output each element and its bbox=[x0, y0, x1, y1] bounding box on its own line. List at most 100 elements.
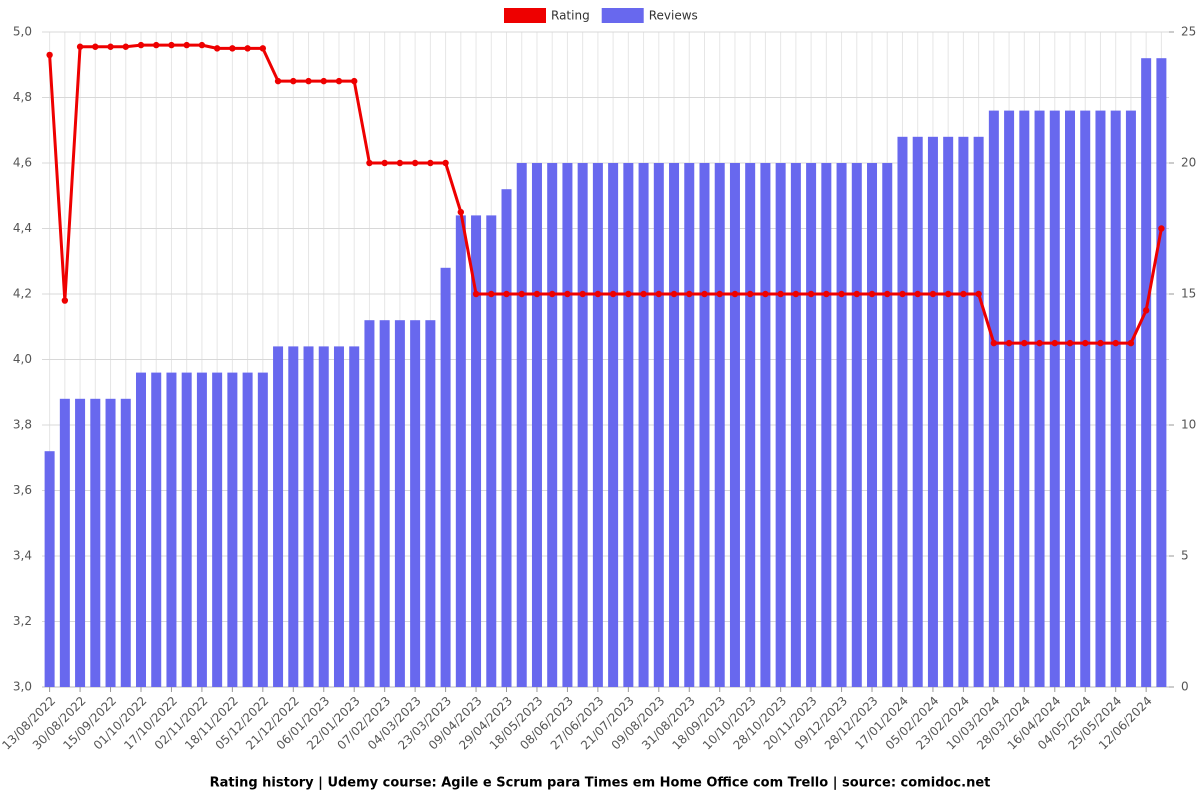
bar bbox=[592, 163, 603, 687]
point bbox=[1082, 339, 1089, 347]
point bbox=[960, 290, 967, 298]
point bbox=[640, 290, 647, 298]
bar bbox=[1034, 110, 1045, 688]
bar bbox=[349, 346, 360, 687]
bar bbox=[455, 215, 466, 687]
bar bbox=[851, 163, 862, 687]
bar bbox=[790, 163, 801, 687]
bar bbox=[394, 320, 405, 687]
point bbox=[244, 45, 251, 52]
point bbox=[274, 77, 282, 85]
bar bbox=[516, 163, 527, 687]
point bbox=[503, 290, 510, 298]
bar bbox=[729, 163, 740, 687]
bar bbox=[577, 163, 588, 687]
bar bbox=[1004, 110, 1015, 688]
bar bbox=[623, 163, 634, 687]
point bbox=[746, 290, 754, 298]
point bbox=[868, 290, 876, 298]
point bbox=[792, 290, 800, 298]
point bbox=[853, 290, 860, 298]
bar bbox=[273, 346, 284, 687]
bar bbox=[44, 451, 55, 687]
point bbox=[107, 43, 114, 50]
point bbox=[625, 290, 632, 298]
bar bbox=[562, 163, 573, 687]
bar bbox=[379, 320, 390, 687]
bar bbox=[821, 163, 832, 687]
point bbox=[442, 159, 449, 167]
point bbox=[259, 45, 267, 52]
point bbox=[213, 45, 221, 52]
point bbox=[944, 290, 952, 298]
y2-tick-label: 20 bbox=[1181, 156, 1196, 170]
bar bbox=[196, 372, 207, 687]
bar bbox=[1110, 110, 1121, 688]
bar bbox=[806, 163, 817, 687]
point bbox=[686, 290, 693, 298]
bar bbox=[912, 136, 923, 688]
point bbox=[305, 77, 312, 85]
bar bbox=[181, 372, 192, 687]
point bbox=[1158, 225, 1165, 232]
bar bbox=[151, 372, 162, 687]
legend-swatch bbox=[504, 8, 546, 23]
bar bbox=[105, 398, 116, 687]
bar bbox=[59, 398, 70, 687]
point bbox=[153, 41, 160, 49]
bar bbox=[120, 398, 131, 687]
bar bbox=[257, 372, 268, 687]
y-tick-label: 3,8 bbox=[13, 418, 32, 432]
bar bbox=[608, 163, 619, 687]
point bbox=[168, 41, 175, 49]
point bbox=[807, 290, 815, 298]
bar bbox=[745, 163, 756, 687]
bar bbox=[242, 372, 253, 687]
point bbox=[183, 41, 190, 49]
point bbox=[335, 77, 343, 85]
bar bbox=[1141, 58, 1152, 687]
point bbox=[472, 290, 480, 298]
point bbox=[838, 290, 845, 298]
bar bbox=[135, 372, 146, 687]
point bbox=[548, 290, 556, 298]
bar bbox=[288, 346, 299, 687]
point bbox=[609, 290, 617, 298]
point bbox=[137, 41, 145, 49]
bar bbox=[836, 163, 847, 687]
point bbox=[899, 290, 906, 298]
y-tick-label: 3,4 bbox=[13, 549, 32, 563]
bar bbox=[958, 136, 969, 688]
point bbox=[823, 290, 830, 298]
point bbox=[411, 159, 419, 167]
bar bbox=[973, 136, 984, 688]
point bbox=[716, 290, 723, 298]
legend-label: Rating bbox=[551, 9, 590, 23]
point bbox=[975, 290, 982, 298]
y-tick-label: 4,6 bbox=[13, 156, 32, 170]
bar bbox=[882, 163, 893, 687]
y2-tick-label: 5 bbox=[1181, 549, 1189, 563]
point bbox=[488, 290, 495, 298]
bar bbox=[501, 189, 512, 687]
point bbox=[1021, 339, 1028, 347]
point bbox=[990, 339, 998, 347]
bar bbox=[684, 163, 695, 687]
bar bbox=[653, 163, 664, 687]
y-tick-label: 3,0 bbox=[13, 680, 32, 694]
point bbox=[914, 290, 921, 298]
bar bbox=[1125, 110, 1136, 688]
point bbox=[762, 290, 769, 298]
point bbox=[1142, 307, 1150, 314]
point bbox=[701, 290, 708, 298]
bar bbox=[897, 136, 908, 688]
point bbox=[564, 290, 571, 298]
bar bbox=[486, 215, 497, 687]
y-tick-label: 4,4 bbox=[13, 221, 32, 235]
y2-tick-label: 15 bbox=[1181, 287, 1196, 301]
point bbox=[76, 43, 84, 50]
point bbox=[1112, 339, 1119, 347]
bar bbox=[669, 163, 680, 687]
y-tick-label: 3,2 bbox=[13, 614, 32, 628]
bar bbox=[1065, 110, 1076, 688]
